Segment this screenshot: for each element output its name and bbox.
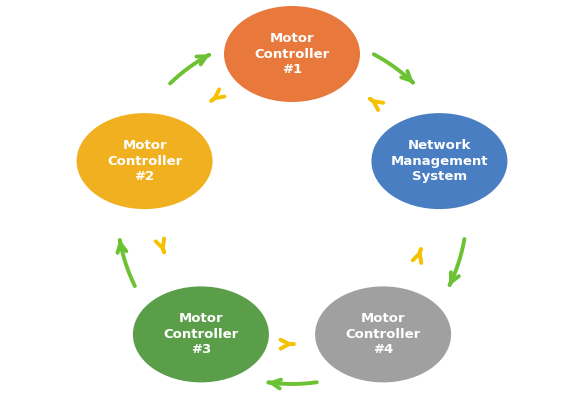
Text: Motor
Controller
#3: Motor Controller #3	[163, 312, 239, 357]
Ellipse shape	[133, 286, 269, 382]
Text: Network
Management
System: Network Management System	[391, 139, 488, 183]
Ellipse shape	[77, 113, 212, 209]
Text: Motor
Controller
#2: Motor Controller #2	[107, 139, 182, 183]
Ellipse shape	[315, 286, 451, 382]
Text: Motor
Controller
#4: Motor Controller #4	[346, 312, 421, 357]
Text: Motor
Controller
#1: Motor Controller #1	[254, 32, 329, 76]
Ellipse shape	[371, 113, 507, 209]
Ellipse shape	[224, 6, 360, 102]
